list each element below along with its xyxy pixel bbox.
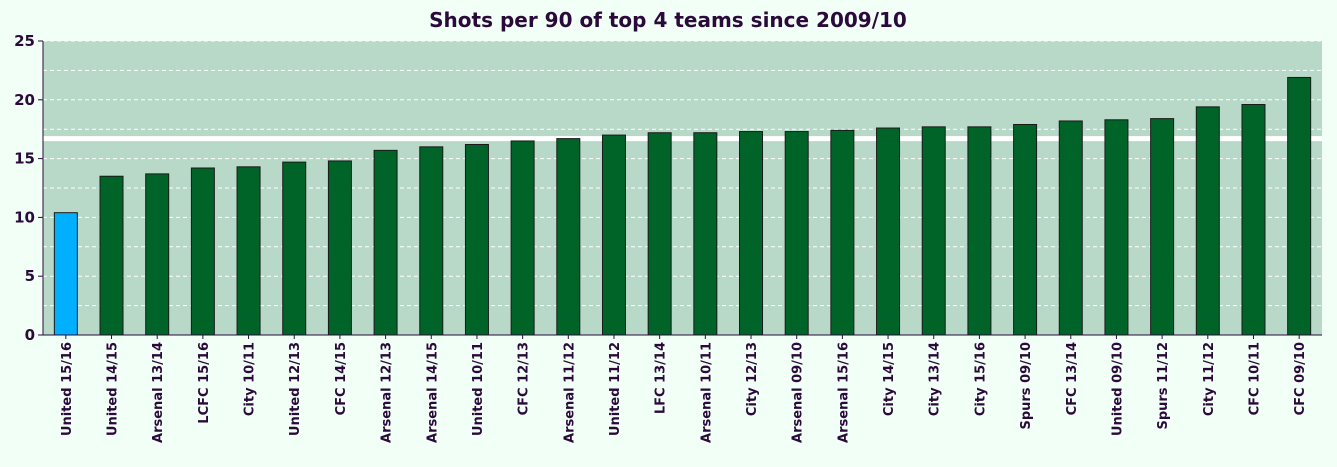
x-tick-label: CFC 10/11 bbox=[1247, 342, 1262, 415]
bar bbox=[1104, 119, 1129, 336]
bar bbox=[830, 129, 855, 336]
y-tick-label: 0 bbox=[25, 326, 35, 344]
x-tick-label: United 12/13 bbox=[288, 342, 303, 436]
bar bbox=[373, 149, 398, 336]
x-tick-label: Arsenal 13/14 bbox=[151, 342, 166, 443]
x-tick-label: Spurs 09/10 bbox=[1019, 342, 1034, 430]
x-tick-label: United 15/16 bbox=[60, 342, 75, 436]
bar bbox=[464, 143, 489, 336]
bar bbox=[556, 138, 581, 336]
x-tick-label: United 14/15 bbox=[106, 342, 121, 436]
x-tick-label: CFC 14/15 bbox=[334, 342, 349, 415]
bar bbox=[510, 140, 535, 336]
x-tick-label: City 15/16 bbox=[973, 342, 988, 416]
bar bbox=[784, 131, 809, 336]
bar bbox=[876, 127, 901, 336]
bar bbox=[419, 146, 444, 336]
bar bbox=[647, 132, 672, 336]
bar bbox=[53, 212, 78, 336]
x-tick-label: Arsenal 10/11 bbox=[699, 342, 714, 443]
bar bbox=[739, 131, 764, 336]
chart-title: Shots per 90 of top 4 teams since 2009/1… bbox=[429, 8, 907, 32]
bar bbox=[1241, 104, 1266, 336]
y-tick-label: 15 bbox=[14, 150, 35, 168]
x-tick-label: United 11/12 bbox=[608, 342, 623, 436]
bar bbox=[693, 132, 718, 336]
x-tick-label: CFC 13/14 bbox=[1065, 342, 1080, 415]
bar bbox=[1013, 123, 1038, 336]
x-tick-label: Arsenal 14/15 bbox=[425, 342, 440, 443]
bar bbox=[282, 161, 307, 336]
x-tick-label: CFC 12/13 bbox=[517, 342, 532, 415]
bar bbox=[967, 126, 992, 336]
y-tick-label: 5 bbox=[25, 267, 35, 285]
bar bbox=[236, 166, 261, 336]
x-tick-label: City 12/13 bbox=[745, 342, 760, 416]
y-tick-label: 10 bbox=[14, 208, 35, 226]
bar bbox=[145, 173, 170, 336]
bar bbox=[327, 160, 352, 336]
x-tick-label: United 09/10 bbox=[1110, 342, 1125, 436]
bar bbox=[921, 126, 946, 336]
x-tick-label: Arsenal 12/13 bbox=[380, 342, 395, 443]
x-tick-label: City 13/14 bbox=[928, 342, 943, 416]
x-axis-ticks: United 15/16 United 14/15 Arsenal 13/14 LCF… bbox=[60, 335, 1308, 443]
x-tick-label: LCFC 15/16 bbox=[197, 342, 212, 424]
bar bbox=[601, 134, 626, 336]
bar bbox=[1195, 106, 1220, 336]
x-tick-label: City 14/15 bbox=[882, 342, 897, 416]
x-tick-label: Arsenal 15/16 bbox=[836, 342, 851, 443]
x-tick-label: Arsenal 11/12 bbox=[562, 342, 577, 443]
bar bbox=[1287, 76, 1312, 336]
bar bbox=[190, 167, 215, 336]
x-tick-label: Spurs 11/12 bbox=[1156, 342, 1171, 430]
x-tick-label: United 10/11 bbox=[471, 342, 486, 436]
y-tick-label: 25 bbox=[14, 32, 35, 50]
x-tick-label: LFC 13/14 bbox=[654, 342, 669, 414]
x-tick-label: Arsenal 09/10 bbox=[791, 342, 806, 443]
bar bbox=[1150, 118, 1175, 336]
bar bbox=[99, 175, 124, 336]
bar bbox=[1058, 120, 1083, 336]
y-tick-label: 20 bbox=[14, 91, 35, 109]
x-tick-label: City 10/11 bbox=[243, 342, 258, 416]
y-axis-ticks: 0 5 10 15 20 25 bbox=[14, 32, 43, 344]
x-tick-label: City 11/12 bbox=[1202, 342, 1217, 416]
x-tick-label: CFC 09/10 bbox=[1293, 342, 1308, 415]
